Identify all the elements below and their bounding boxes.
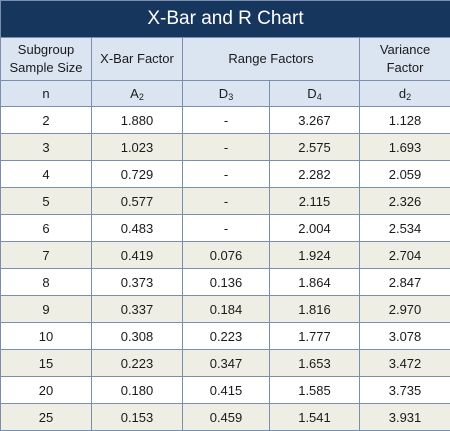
cell-d2: 2.326 [358,187,450,215]
symbol-d2-base: d [398,85,407,101]
cell-n: 2 [0,106,92,134]
cell-d4: 2.575 [269,133,360,161]
symbol-a2-base: A [130,85,139,101]
variance-header-line2: Factor [386,60,424,75]
cell-d3: 0.347 [182,349,270,377]
symbol-d3-base: D [218,85,229,101]
cell-n: 3 [0,133,92,161]
table-row: 4 0.729 - 2.282 2.059 [0,160,450,188]
cell-d2: 3.735 [358,376,450,404]
table-row: 9 0.337 0.184 1.816 2.970 [0,295,450,323]
cell-n: 7 [0,241,92,269]
xbar-factor-header: X-Bar Factor [91,37,183,81]
variance-header-line1: Variance [379,42,431,57]
cell-d4: 2.115 [269,187,360,215]
cell-d3: 0.415 [182,376,270,404]
subgroup-sample-size-header: Subgroup Sample Size [0,37,92,81]
cell-d4: 3.267 [269,106,360,134]
table-row: 15 0.223 0.347 1.653 3.472 [0,349,450,377]
symbol-d4-base: D [307,85,317,101]
cell-a2: 1.880 [91,106,183,134]
cell-n: 25 [0,403,92,431]
cell-d4: 1.924 [269,241,360,269]
cell-n: 8 [0,268,92,296]
cell-a2: 0.180 [91,376,183,404]
cell-d3: - [182,187,270,215]
cell-a2: 0.483 [91,214,183,242]
table-row: 25 0.153 0.459 1.541 3.931 [0,403,450,431]
cell-d3: - [182,160,270,188]
cell-a2: 0.153 [91,403,183,431]
cell-d3: 0.223 [182,322,270,350]
table-row: 10 0.308 0.223 1.777 3.078 [0,322,450,350]
cell-a2: 1.023 [91,133,183,161]
symbol-d3: D3 [182,80,270,107]
cell-d4: 1.653 [269,349,360,377]
table-title: X-Bar and R Chart [0,0,450,38]
symbol-d2: d2 [358,80,450,107]
cell-d2: 2.059 [358,160,450,188]
cell-a2: 0.308 [91,322,183,350]
cell-d4: 2.004 [269,214,360,242]
cell-d2: 3.931 [358,403,450,431]
cell-d2: 3.078 [358,322,450,350]
range-factors-header: Range Factors [182,37,360,81]
symbol-a2-subscript: 2 [138,91,144,102]
cell-d4: 1.541 [269,403,360,431]
cell-d2: 3.472 [358,349,450,377]
table-row: 5 0.577 - 2.115 2.326 [0,187,450,215]
cell-d3: 0.184 [182,295,270,323]
cell-d3: 0.076 [182,241,270,269]
cell-a2: 0.373 [91,268,183,296]
cell-n: 6 [0,214,92,242]
cell-a2: 0.577 [91,187,183,215]
cell-a2: 0.337 [91,295,183,323]
symbol-n: n [0,80,92,107]
cell-a2: 0.419 [91,241,183,269]
table-row: 6 0.483 - 2.004 2.534 [0,214,450,242]
subgroup-header-line1: Subgroup [17,42,75,57]
table-row: 20 0.180 0.415 1.585 3.735 [0,376,450,404]
symbol-d3-subscript: 3 [228,91,234,102]
symbol-d4: D4 [269,80,360,107]
table-row: 2 1.880 - 3.267 1.128 [0,106,450,134]
cell-d2: 2.970 [358,295,450,323]
cell-n: 20 [0,376,92,404]
cell-d3: - [182,214,270,242]
cell-a2: 0.729 [91,160,183,188]
symbol-a2: A2 [91,80,183,107]
table-row: 3 1.023 - 2.575 1.693 [0,133,450,161]
subgroup-header-line2: Sample Size [9,60,83,75]
cell-d3: - [182,106,270,134]
table-row: 8 0.373 0.136 1.864 2.847 [0,268,450,296]
cell-d2: 2.534 [358,214,450,242]
table-row: 7 0.419 0.076 1.924 2.704 [0,241,450,269]
cell-n: 5 [0,187,92,215]
cell-n: 10 [0,322,92,350]
cell-n: 4 [0,160,92,188]
cell-d2: 2.847 [358,268,450,296]
cell-d3: 0.136 [182,268,270,296]
symbol-d4-subscript: 4 [316,91,322,102]
cell-a2: 0.223 [91,349,183,377]
cell-d3: 0.459 [182,403,270,431]
cell-d2: 1.128 [358,106,450,134]
variance-factor-header: Variance Factor [358,37,450,81]
cell-d3: - [182,133,270,161]
cell-d4: 1.777 [269,322,360,350]
cell-d2: 1.693 [358,133,450,161]
cell-n: 9 [0,295,92,323]
cell-d4: 2.282 [269,160,360,188]
cell-d4: 1.585 [269,376,360,404]
cell-d4: 1.816 [269,295,360,323]
symbol-d2-subscript: 2 [406,91,412,102]
cell-d2: 2.704 [358,241,450,269]
cell-n: 15 [0,349,92,377]
cell-d4: 1.864 [269,268,360,296]
